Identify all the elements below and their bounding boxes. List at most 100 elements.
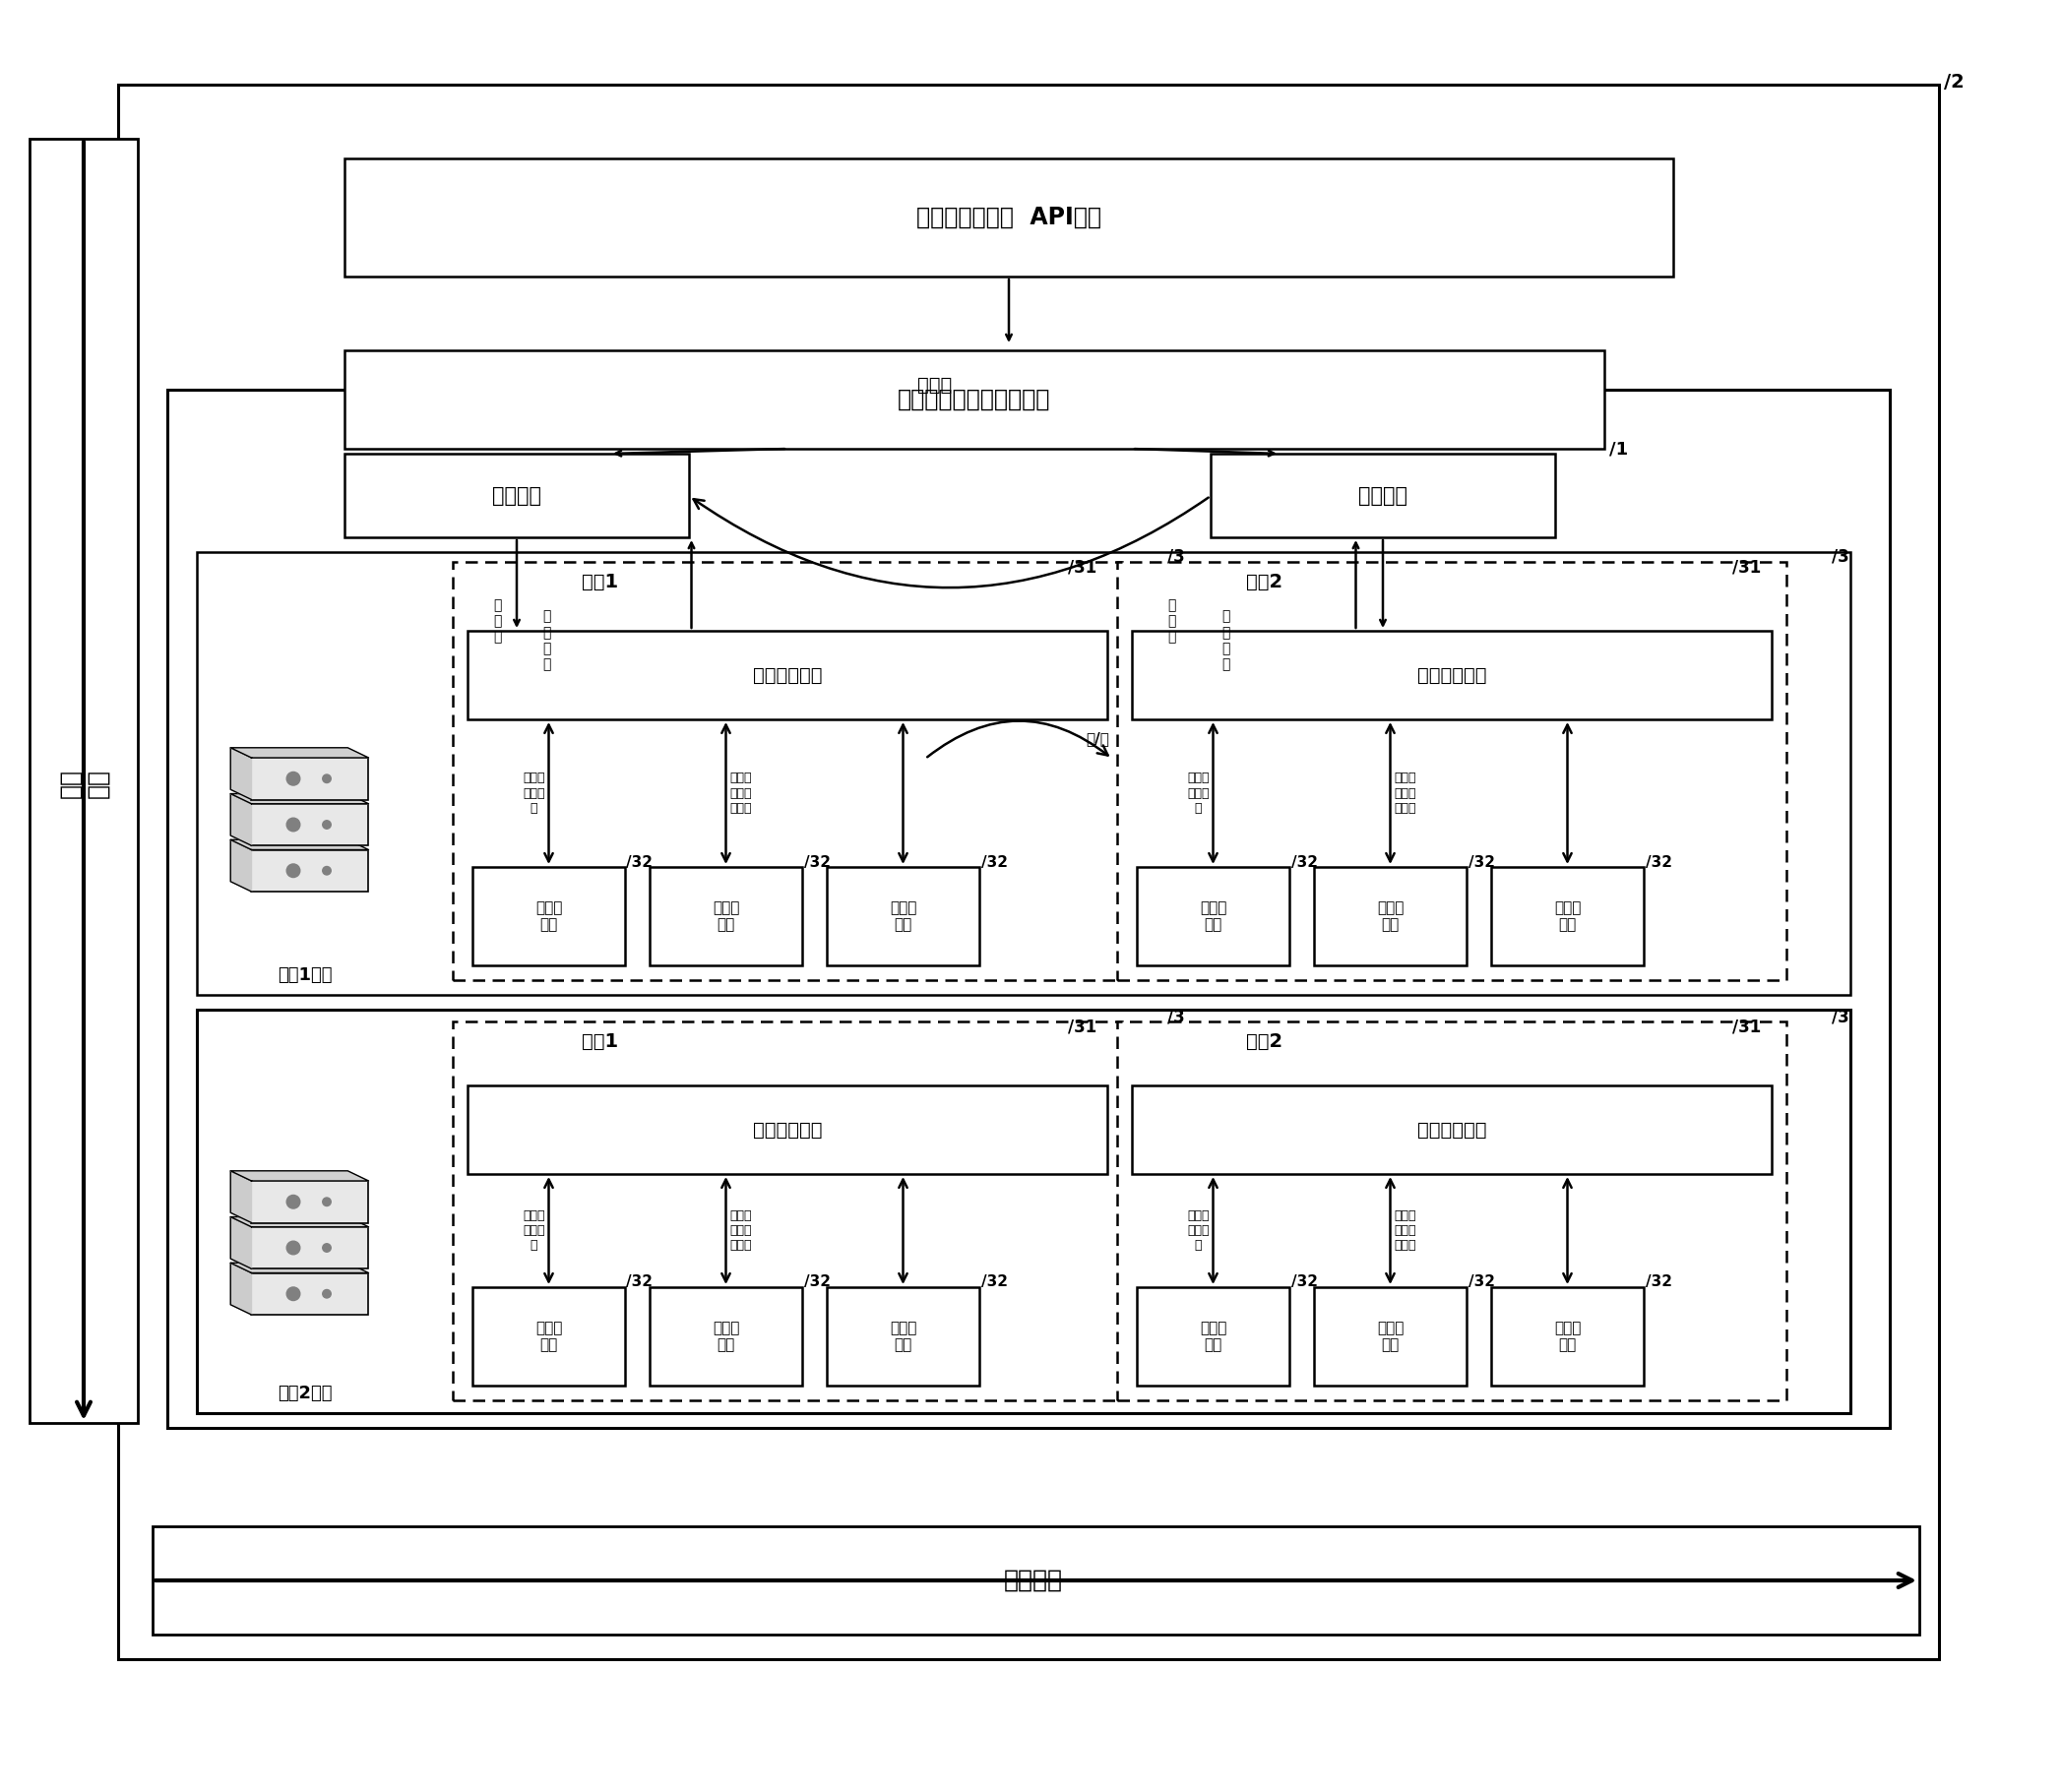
Circle shape bbox=[287, 817, 299, 831]
Text: 分段2: 分段2 bbox=[1248, 1032, 1283, 1050]
Text: 存
储
位
置: 存 储 位 置 bbox=[1221, 609, 1229, 672]
Text: 分类1集群: 分类1集群 bbox=[278, 966, 332, 984]
Text: /31: /31 bbox=[1068, 557, 1097, 575]
FancyBboxPatch shape bbox=[650, 1287, 802, 1385]
FancyBboxPatch shape bbox=[252, 1228, 369, 1269]
FancyBboxPatch shape bbox=[167, 389, 1889, 1428]
FancyBboxPatch shape bbox=[252, 849, 369, 892]
Text: 监控存
储服务
器: 监控存 储服务 器 bbox=[524, 772, 544, 814]
FancyBboxPatch shape bbox=[1313, 1287, 1466, 1385]
Text: 存储服
务器: 存储服 务器 bbox=[536, 900, 563, 932]
FancyBboxPatch shape bbox=[1118, 1021, 1786, 1400]
FancyBboxPatch shape bbox=[1136, 1287, 1289, 1385]
Text: /1: /1 bbox=[1610, 439, 1629, 457]
Text: /32: /32 bbox=[1468, 855, 1495, 869]
Text: /3: /3 bbox=[1167, 1007, 1186, 1025]
Text: /3: /3 bbox=[1831, 1007, 1850, 1025]
Text: 存
储
位
置: 存 储 位 置 bbox=[542, 609, 551, 672]
FancyBboxPatch shape bbox=[472, 867, 625, 966]
Text: 水平分段: 水平分段 bbox=[1004, 1568, 1064, 1593]
Circle shape bbox=[322, 867, 332, 874]
Text: 分布式文件系统  API调用: 分布式文件系统 API调用 bbox=[916, 206, 1101, 229]
Polygon shape bbox=[231, 1170, 252, 1222]
Circle shape bbox=[287, 772, 299, 785]
Text: 分段1: 分段1 bbox=[581, 1032, 619, 1050]
Circle shape bbox=[322, 821, 332, 830]
Text: /32: /32 bbox=[804, 1274, 831, 1290]
FancyBboxPatch shape bbox=[252, 805, 369, 846]
FancyBboxPatch shape bbox=[196, 1009, 1850, 1414]
Text: 监控存
储服务
器: 监控存 储服务 器 bbox=[1188, 772, 1210, 814]
FancyBboxPatch shape bbox=[472, 1287, 625, 1385]
FancyBboxPatch shape bbox=[1136, 867, 1289, 966]
FancyBboxPatch shape bbox=[454, 1021, 1122, 1400]
FancyBboxPatch shape bbox=[454, 563, 1122, 980]
Text: 监控存
储服务
器: 监控存 储服务 器 bbox=[524, 1210, 544, 1253]
Text: 分段2: 分段2 bbox=[1248, 572, 1283, 591]
FancyBboxPatch shape bbox=[196, 552, 1850, 995]
Text: /3: /3 bbox=[1167, 548, 1186, 566]
FancyBboxPatch shape bbox=[1132, 1086, 1771, 1174]
Polygon shape bbox=[231, 1263, 369, 1272]
Text: /31: /31 bbox=[1068, 1018, 1097, 1036]
Text: /32: /32 bbox=[982, 1274, 1008, 1290]
FancyBboxPatch shape bbox=[118, 84, 1938, 1659]
Text: /32: /32 bbox=[982, 855, 1008, 869]
Text: /32: /32 bbox=[1645, 1274, 1672, 1290]
Polygon shape bbox=[231, 1170, 369, 1181]
Circle shape bbox=[287, 1242, 299, 1254]
FancyBboxPatch shape bbox=[827, 867, 979, 966]
Circle shape bbox=[287, 1287, 299, 1301]
Polygon shape bbox=[231, 747, 252, 799]
FancyBboxPatch shape bbox=[827, 1287, 979, 1385]
Circle shape bbox=[322, 774, 332, 783]
Text: 存储服
务器: 存储服 务器 bbox=[889, 900, 916, 932]
Text: 元数据服务器: 元数据服务器 bbox=[753, 665, 823, 685]
Text: 存储服
务器: 存储服 务器 bbox=[1200, 1321, 1227, 1353]
Polygon shape bbox=[231, 1217, 369, 1228]
Text: 存储服
务器上
报状态: 存储服 务器上 报状态 bbox=[730, 1210, 753, 1253]
FancyBboxPatch shape bbox=[1132, 631, 1771, 719]
FancyBboxPatch shape bbox=[1313, 867, 1466, 966]
FancyBboxPatch shape bbox=[1491, 867, 1643, 966]
FancyBboxPatch shape bbox=[1118, 563, 1786, 980]
Circle shape bbox=[322, 1244, 332, 1253]
Polygon shape bbox=[231, 1263, 252, 1315]
Text: 客户端: 客户端 bbox=[918, 376, 953, 394]
Text: 元数据服务器: 元数据服务器 bbox=[1417, 665, 1487, 685]
Circle shape bbox=[322, 1290, 332, 1297]
Text: 存储服
务器: 存储服 务器 bbox=[1200, 900, 1227, 932]
FancyBboxPatch shape bbox=[1210, 453, 1555, 538]
Polygon shape bbox=[231, 794, 369, 805]
FancyBboxPatch shape bbox=[29, 138, 138, 1423]
FancyBboxPatch shape bbox=[153, 1527, 1920, 1634]
Text: 存储服
务器: 存储服 务器 bbox=[1377, 900, 1404, 932]
Text: 文
件
名: 文 件 名 bbox=[493, 599, 501, 643]
Text: /32: /32 bbox=[804, 855, 831, 869]
FancyBboxPatch shape bbox=[252, 758, 369, 799]
Text: 存储服
务器上
报状态: 存储服 务器上 报状态 bbox=[730, 772, 753, 814]
Text: /32: /32 bbox=[1291, 1274, 1318, 1290]
Text: /32: /32 bbox=[1291, 855, 1318, 869]
FancyBboxPatch shape bbox=[468, 631, 1107, 719]
Polygon shape bbox=[231, 1217, 252, 1269]
Text: /32: /32 bbox=[1468, 1274, 1495, 1290]
Text: 元数据服务器: 元数据服务器 bbox=[1417, 1120, 1487, 1140]
Text: 监控存
储服务
器: 监控存 储服务 器 bbox=[1188, 1210, 1210, 1253]
Text: /2: /2 bbox=[1944, 72, 1963, 91]
FancyBboxPatch shape bbox=[344, 158, 1672, 276]
Text: 处理操作: 处理操作 bbox=[493, 486, 542, 505]
FancyBboxPatch shape bbox=[252, 1181, 369, 1222]
FancyBboxPatch shape bbox=[650, 867, 802, 966]
Polygon shape bbox=[231, 840, 369, 849]
FancyBboxPatch shape bbox=[344, 349, 1604, 448]
FancyBboxPatch shape bbox=[344, 453, 689, 538]
Text: 存储服
务器: 存储服 务器 bbox=[1555, 900, 1582, 932]
Polygon shape bbox=[231, 794, 252, 846]
Text: 分布式文件系统管理装置: 分布式文件系统管理装置 bbox=[897, 387, 1052, 412]
Text: 元数据服务器: 元数据服务器 bbox=[753, 1120, 823, 1140]
Text: 存储服
务器上
报状态: 存储服 务器上 报状态 bbox=[1394, 772, 1417, 814]
Circle shape bbox=[322, 1197, 332, 1206]
Text: 文
件
名: 文 件 名 bbox=[1167, 599, 1175, 643]
FancyBboxPatch shape bbox=[1491, 1287, 1643, 1385]
